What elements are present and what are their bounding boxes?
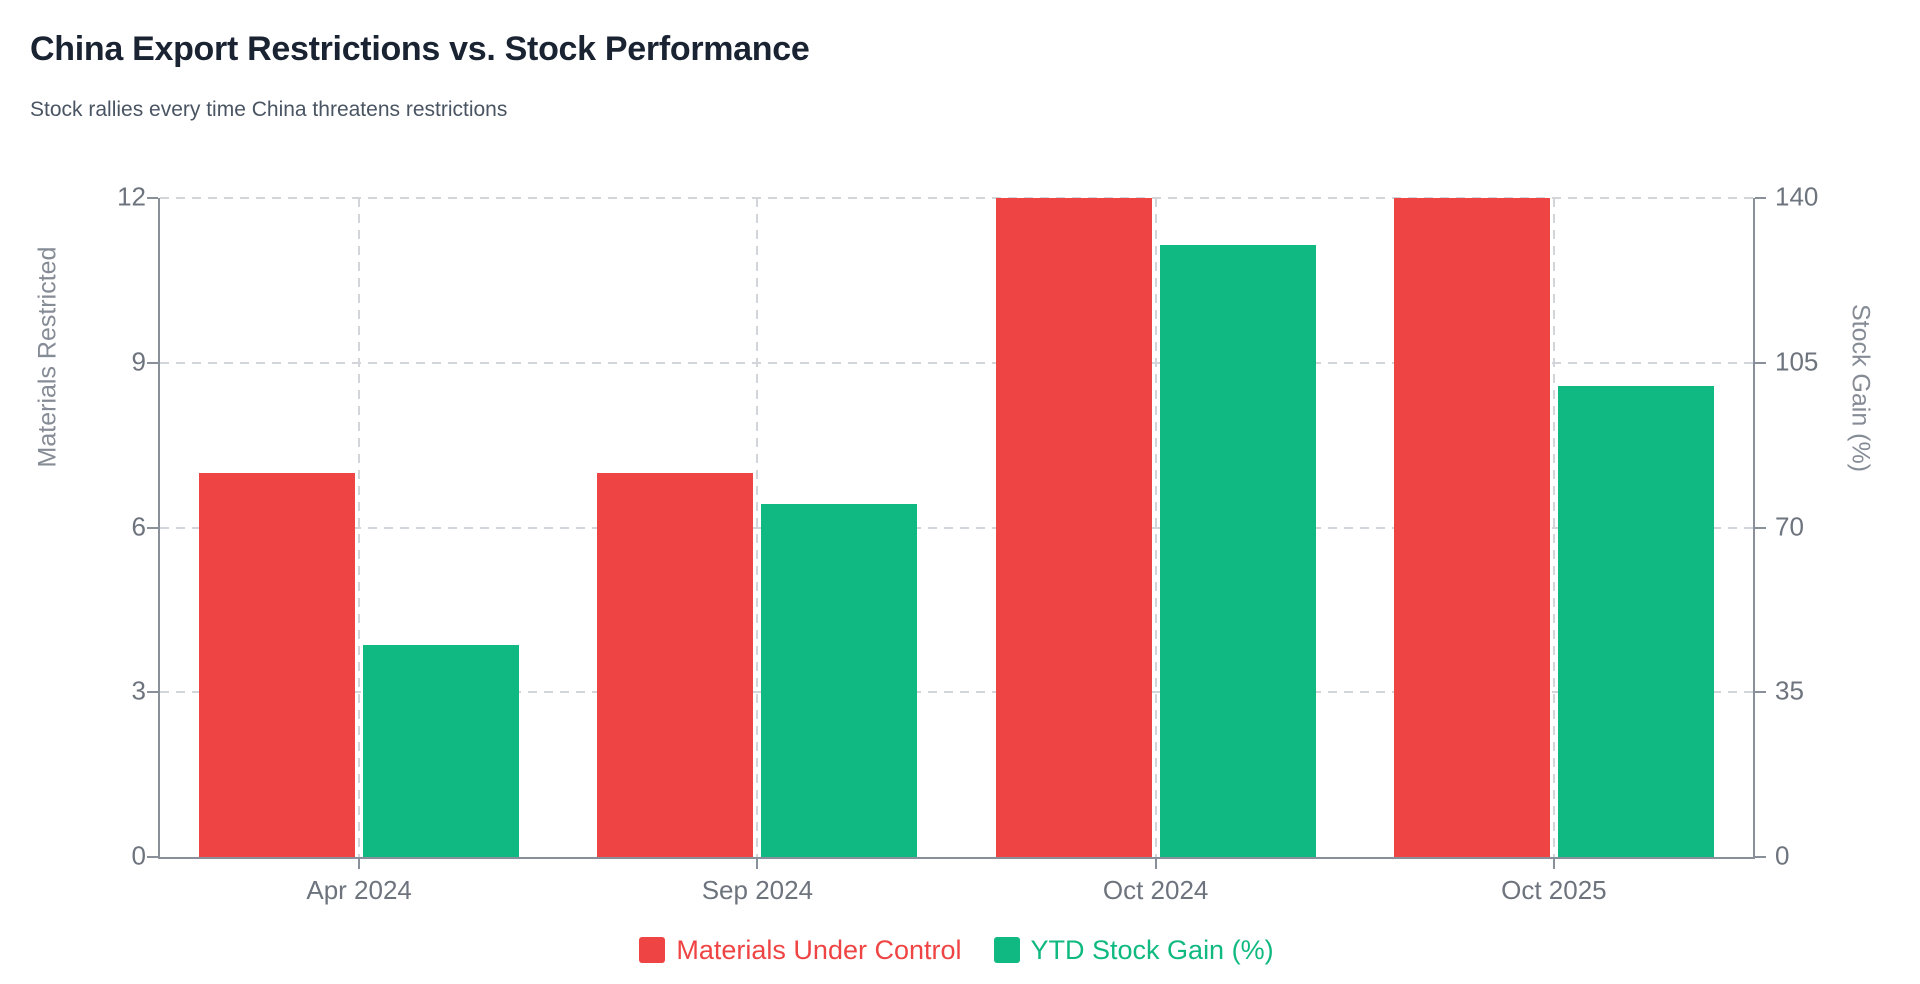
legend-label-materials: Materials Under Control (676, 934, 962, 965)
legend-swatch-materials (639, 937, 666, 963)
y-axis-left-line (158, 198, 160, 859)
chart-subtitle: Stock rallies every time China threatens… (30, 98, 508, 121)
legend-label-stock-gain: YTD Stock Gain (%) (1030, 934, 1274, 965)
gridline-v-apr-2024 (358, 198, 361, 857)
bar-materials-under-control-sep-2024 (597, 472, 754, 857)
bar-materials-under-control-oct-2024 (995, 198, 1152, 857)
y-axis-right-tick-140: 140 (1775, 181, 1819, 212)
bar-materials-under-control-oct-2025 (1393, 198, 1550, 857)
x-axis-tick-oct-2024: Oct 2024 (1102, 875, 1209, 905)
x-axis-tick-sep-2024: Sep 2024 (701, 875, 814, 905)
gridline-v-oct-2024 (1154, 198, 1157, 857)
bar-ytd-stock-gain-oct-2024 (1159, 245, 1316, 857)
bar-ytd-stock-gain-sep-2024 (761, 503, 918, 857)
x-axis-tickmark-oct-2025 (1552, 857, 1555, 869)
chart-title: China Export Restrictions vs. Stock Perf… (30, 30, 810, 68)
bar-ytd-stock-gain-oct-2025 (1557, 386, 1714, 857)
y-axis-left-tick-3: 3 (131, 675, 146, 706)
y-axis-left-tickmark-6 (147, 526, 158, 529)
gridline-v-oct-2025 (1552, 198, 1555, 857)
x-axis-tickmark-apr-2024 (358, 857, 361, 869)
gridline-h-9 (160, 361, 1753, 364)
x-axis-tick-apr-2024: Apr 2024 (306, 875, 412, 905)
y-axis-right-tick-0: 0 (1775, 840, 1790, 871)
y-axis-left-tickmark-12 (147, 197, 158, 199)
y-axis-left-tick-6: 6 (131, 510, 146, 541)
legend-swatch-stock-gain (993, 937, 1020, 963)
x-axis-tickmark-sep-2024 (756, 857, 759, 869)
y-axis-left-tick-0: 0 (131, 840, 146, 871)
y-axis-right-line (1753, 198, 1755, 859)
y-axis-right-tick-35: 35 (1775, 675, 1804, 706)
legend: Materials Under Control YTD Stock Gain (… (160, 930, 1753, 970)
gridline-v-sep-2024 (756, 198, 759, 857)
gridline-h-12 (160, 197, 1753, 199)
y-axis-right-tickmark-0 (1755, 856, 1766, 858)
x-axis-line (158, 857, 1755, 859)
y-axis-left-tickmark-0 (147, 856, 158, 858)
y-axis-right-tickmark-35 (1755, 691, 1766, 694)
plot-area: 0 0 3 35 6 70 9 105 12 140 Apr 2024 Sep 2024 Oct 202… (117, 181, 1818, 905)
y-axis-right-tick-70: 70 (1775, 510, 1804, 541)
bar-materials-under-control-apr-2024 (199, 472, 356, 857)
legend-item-materials: Materials Under Control (639, 934, 962, 966)
y-axis-right-tickmark-140 (1755, 197, 1766, 199)
y-axis-right-tickmark-105 (1755, 361, 1766, 364)
y-axis-left-title: Materials Restricted (33, 246, 62, 468)
y-axis-left-tickmark-3 (147, 691, 158, 694)
y-axis-right-title: Stock Gain (%) (1846, 303, 1875, 473)
x-axis-tickmark-oct-2024 (1154, 857, 1157, 869)
y-axis-left-tick-9: 9 (131, 346, 146, 377)
gridline-h-6 (160, 526, 1753, 529)
x-axis-tick-oct-2025: Oct 2025 (1501, 875, 1607, 905)
y-axis-left-tickmark-9 (147, 361, 158, 364)
y-axis-right-tickmark-70 (1755, 526, 1766, 529)
legend-item-stock-gain: YTD Stock Gain (%) (993, 934, 1274, 966)
y-axis-right-tick-105: 105 (1775, 346, 1819, 377)
bar-ytd-stock-gain-apr-2024 (363, 645, 520, 857)
gridline-h-3 (160, 691, 1753, 694)
y-axis-left-tick-12: 12 (117, 181, 146, 212)
